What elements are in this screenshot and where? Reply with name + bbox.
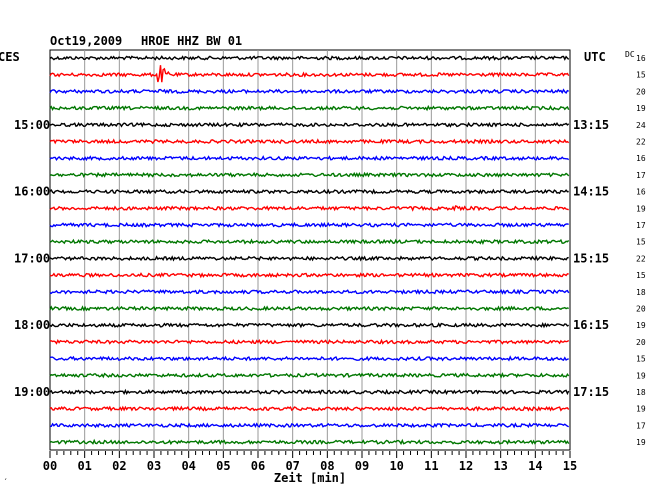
dc-value-label: 17 xyxy=(636,421,646,430)
dc-header-label: DC xyxy=(625,50,635,59)
dc-value-label: 22 xyxy=(636,254,646,263)
dc-value-label: 24 xyxy=(636,121,646,130)
dc-value-label: 22 xyxy=(636,138,646,147)
trace-line xyxy=(49,205,569,212)
left-time-label: 17:00 xyxy=(14,251,50,265)
dc-value-label: 19 xyxy=(636,371,646,380)
dc-value-label: 15 xyxy=(636,271,646,280)
trace-line xyxy=(49,272,569,279)
seismic-traces xyxy=(49,55,570,446)
trace-line xyxy=(49,288,570,295)
x-tick-label: 00 xyxy=(43,459,57,473)
left-time-label: 18:00 xyxy=(14,318,50,332)
trace-line xyxy=(50,422,569,429)
right-time-label: 13:15 xyxy=(573,118,609,132)
dc-value-label: 15 xyxy=(636,238,646,247)
trace-line xyxy=(49,405,570,412)
trace-line xyxy=(49,104,570,112)
plot-frame xyxy=(49,49,571,451)
trace-line xyxy=(49,121,570,128)
x-tick-label: 10 xyxy=(389,459,403,473)
trace-line xyxy=(49,155,570,162)
x-tick-label: 09 xyxy=(355,459,369,473)
dc-value-label: 19 xyxy=(636,438,646,447)
dc-value-label: 17 xyxy=(636,221,646,230)
dc-value-label: 19 xyxy=(636,204,646,213)
right-time-labels: 13:15 14:15 15:15 16:15 17:15 xyxy=(573,118,609,399)
dc-value-label: 19 xyxy=(636,405,646,414)
dc-value-label: 18 xyxy=(636,288,646,297)
trace-line xyxy=(49,171,570,178)
x-tick-label: 04 xyxy=(181,459,195,473)
x-tick-label: 11 xyxy=(424,459,438,473)
dc-value-label: 16 xyxy=(636,188,646,197)
trace-line xyxy=(49,438,570,446)
left-time-labels: 15:00 16:00 17:00 18:00 19:00 xyxy=(14,118,50,399)
x-tick-label: 06 xyxy=(251,459,265,473)
x-tick-label: 14 xyxy=(528,459,542,473)
dc-value-labels: 16 15 20 19 24 22 16 17 16 19 17 15 22 15 18 20 19 20 15 19… xyxy=(636,54,646,447)
left-time-label: 19:00 xyxy=(14,385,50,399)
trace-line xyxy=(49,138,570,145)
trace-line xyxy=(49,255,569,262)
dc-value-label: 17 xyxy=(636,171,646,180)
x-tick-label: 03 xyxy=(147,459,161,473)
trace-line xyxy=(49,238,570,246)
right-time-label: 17:15 xyxy=(573,385,609,399)
x-tick-label: 02 xyxy=(112,459,126,473)
dc-value-label: 18 xyxy=(636,388,646,397)
x-axis: 00 01 02 03 04 05 06 07 08 09 10 11 12 13 14 15 xyxy=(43,451,577,473)
left-time-label: 15:00 xyxy=(14,118,50,132)
trace-line xyxy=(49,321,570,329)
dc-value-label: 20 xyxy=(636,305,646,314)
chart-date: Oct19,2009 xyxy=(50,34,122,48)
trace-line xyxy=(49,88,569,95)
trace-line xyxy=(49,372,570,379)
trace-line xyxy=(49,65,570,83)
dc-value-label: 19 xyxy=(636,321,646,330)
right-time-label: 15:15 xyxy=(573,251,609,265)
dc-value-label: 15 xyxy=(636,71,646,80)
dc-value-label: 19 xyxy=(636,104,646,113)
x-tick-label: 13 xyxy=(493,459,507,473)
trace-line xyxy=(49,188,569,195)
trace-line xyxy=(49,55,570,62)
dc-value-label: 16 xyxy=(636,54,646,63)
chart-station: HROE HHZ BW 01 xyxy=(141,34,242,48)
left-timezone-label: CES xyxy=(0,50,20,64)
x-tick-label: 12 xyxy=(459,459,473,473)
minute-gridlines xyxy=(84,50,536,450)
right-time-label: 14:15 xyxy=(573,185,609,199)
x-tick-label: 07 xyxy=(285,459,299,473)
trace-line xyxy=(49,338,570,345)
trace-line xyxy=(49,355,569,362)
x-tick-label: 15 xyxy=(563,459,577,473)
dc-value-label: 15 xyxy=(636,355,646,364)
x-tick-label: 08 xyxy=(320,459,334,473)
dc-value-label: 16 xyxy=(636,154,646,163)
left-time-label: 16:00 xyxy=(14,185,50,199)
right-time-label: 16:15 xyxy=(573,318,609,332)
corner-mark: ′ xyxy=(3,478,8,488)
trace-line xyxy=(49,388,570,396)
x-tick-label: 05 xyxy=(216,459,230,473)
x-tick-label: 01 xyxy=(77,459,91,473)
trace-line xyxy=(49,305,569,312)
trace-line xyxy=(49,221,569,229)
right-timezone-label: UTC xyxy=(584,50,606,64)
x-axis-label: Zeit [min] xyxy=(274,471,346,485)
dc-value-label: 20 xyxy=(636,338,646,347)
dc-value-label: 20 xyxy=(636,87,646,96)
